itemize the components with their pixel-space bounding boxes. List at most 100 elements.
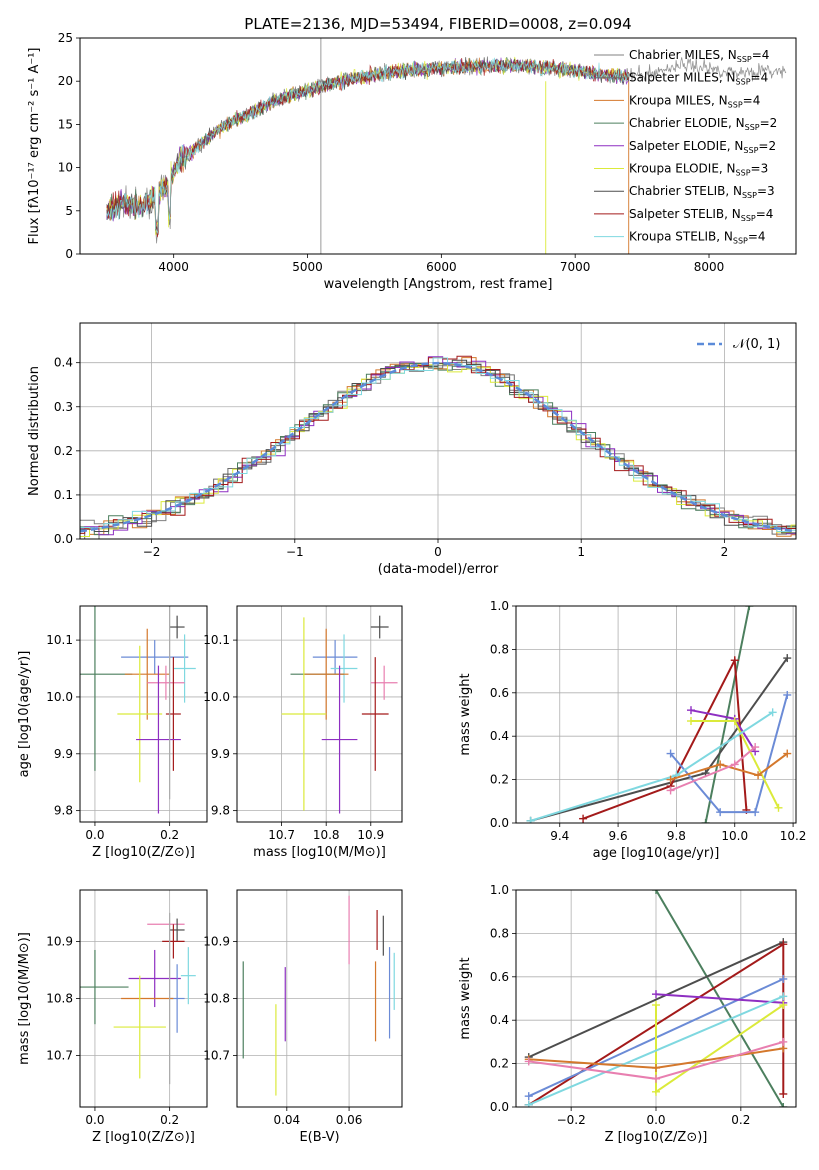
plot-frame — [79, 889, 208, 1108]
x-tick-label: 7000 — [560, 260, 591, 274]
y-tick-label: 25 — [58, 31, 73, 45]
y-tick-label: 15 — [58, 117, 73, 131]
y-tick-label: 0.8 — [490, 642, 509, 656]
legend-count: =4 — [752, 48, 770, 62]
y-axis-label: mass weight — [458, 673, 473, 755]
legend-subscript: SSP — [736, 169, 751, 178]
spectrum-line — [106, 56, 630, 236]
x-tick-label: −0.2 — [557, 1113, 586, 1127]
x-tick-label: 0.2 — [731, 1113, 750, 1127]
mass-weight-vs-metallicity-panel: −0.2 0.0 0.2 0.0 0.2 0.4 0.6 0.8 1.0 Z [log10(Z/Z… — [458, 883, 797, 1145]
y-tick-label: 1.0 — [490, 599, 509, 613]
y-tick-label: 0.3 — [54, 400, 73, 414]
legend-count: =3 — [751, 162, 769, 176]
y-tick-label: 1.0 — [490, 883, 509, 897]
x-tick-label: 0.2 — [160, 1113, 179, 1127]
y-tick-label: 9.9 — [211, 747, 230, 761]
legend-count: =3 — [757, 184, 775, 198]
x-tick-label: 4000 — [158, 260, 189, 274]
plot-frame — [236, 605, 403, 823]
x-tick-label: 10.9 — [357, 828, 384, 842]
errorbar-points — [281, 615, 398, 814]
spectrum-panel: 4000 5000 6000 7000 8000 0 5 10 15 20 25 wavelength… — [27, 31, 797, 292]
y-tick-label: 0.4 — [490, 729, 509, 743]
histogram-series — [80, 357, 796, 537]
errorbar-points — [80, 606, 196, 814]
x-tick-label: 0.0 — [646, 1113, 665, 1127]
histogram-series — [80, 357, 796, 532]
y-tick-label: 10.1 — [46, 633, 73, 647]
spectrum-line — [106, 56, 630, 225]
legend-count: =4 — [751, 71, 769, 85]
y-tick-label: 10.0 — [203, 690, 230, 704]
x-tick-label: 9.8 — [667, 829, 686, 843]
x-tick-label: 0.06 — [336, 1113, 363, 1127]
y-tick-label: 0.4 — [490, 1013, 509, 1027]
x-axis-label: Z [log10(Z/Z⊙)] — [92, 845, 195, 860]
spectrum-lines — [106, 38, 787, 254]
y-tick-label: 0.2 — [54, 444, 73, 458]
mass-weight-vs-age-panel: 9.4 9.6 9.8 10.0 10.2 0.0 0.2 0.4 0.6 0.8 1.0 age [… — [458, 599, 806, 861]
spectrum-line — [106, 57, 630, 235]
y-tick-label: 10.0 — [46, 690, 73, 704]
x-axis-label: wavelength [Angstrom, rest frame] — [324, 277, 553, 292]
x-tick-label: 0 — [434, 545, 442, 559]
legend-label: Chabrier MILES, NSSP=4 — [629, 48, 769, 64]
y-tick-label: 0.0 — [54, 532, 73, 546]
x-tick-label: 5000 — [292, 260, 323, 274]
legend-label: Salpeter ELODIE, NSSP=2 — [629, 139, 776, 155]
y-tick-label: 9.9 — [54, 747, 73, 761]
weight-series — [582, 656, 748, 820]
y-tick-label: 0.2 — [490, 1057, 509, 1071]
y-tick-label: 9.8 — [54, 804, 73, 818]
errorbar-points — [80, 912, 196, 1085]
legend-subscript: SSP — [743, 146, 758, 155]
x-tick-label: 0.04 — [273, 1113, 300, 1127]
plot-frame — [515, 605, 797, 824]
y-axis-label: Flux [fλ10⁻¹⁷ erg cm⁻² s⁻¹ A⁻¹] — [27, 48, 42, 245]
weight-lines — [524, 890, 788, 1107]
legend-label: Salpeter STELIB, NSSP=4 — [629, 207, 773, 223]
y-tick-label: 0.8 — [490, 926, 509, 940]
x-axis-label: (data-model)/error — [378, 562, 499, 577]
x-tick-label: −1 — [286, 545, 304, 559]
y-tick-label: 0.0 — [490, 816, 509, 830]
legend-label: Chabrier ELODIE, NSSP=2 — [629, 116, 777, 132]
x-tick-label: 10.0 — [721, 829, 748, 843]
spectrum-line — [106, 57, 630, 235]
legend-subscript: SSP — [742, 191, 757, 200]
plot-frame — [79, 37, 797, 255]
y-tick-label: 0.1 — [54, 488, 73, 502]
x-tick-label: 10.8 — [313, 828, 340, 842]
histogram-series — [80, 359, 796, 539]
y-tick-label: 10.7 — [203, 1049, 230, 1063]
y-tick-label: 10.8 — [46, 992, 73, 1006]
y-tick-label: 0 — [65, 247, 73, 261]
y-tick-label: 0.4 — [54, 356, 73, 370]
legend-count: =4 — [756, 207, 774, 221]
y-axis-label: mass weight — [458, 957, 473, 1039]
y-tick-label: 0.0 — [490, 1100, 509, 1114]
weight-series — [528, 995, 784, 1106]
weight-series — [670, 752, 788, 781]
legend-label: Kroupa STELIB, NSSP=4 — [629, 230, 766, 246]
x-axis-label: age [log10(age/yr)] — [593, 846, 720, 861]
plot-frame — [515, 889, 797, 1108]
figure-title: PLATE=2136, MJD=53494, FIBERID=0008, z=0… — [244, 15, 631, 33]
weight-series — [704, 606, 751, 823]
y-axis-label: age [log10(age/yr)] — [17, 651, 32, 778]
mass-vs-metallicity-panel: 0.0 0.2 10.7 10.8 10.9 Z [log10(Z/Z⊙)] mass [l… — [17, 889, 208, 1145]
y-tick-label: 9.8 — [211, 804, 230, 818]
x-tick-label: 2 — [721, 545, 729, 559]
spectrum-line — [106, 57, 629, 234]
y-tick-label: 0.6 — [490, 970, 509, 984]
legend-label: 𝒩(0, 1) — [733, 337, 780, 352]
weight-series — [655, 993, 784, 1004]
residual-histogram-panel: −2 −1 0 1 2 0.0 0.1 0.2 0.3 0.4 (data-model)/error… — [27, 322, 797, 577]
y-tick-label: 10 — [58, 161, 73, 175]
x-tick-label: 0.0 — [85, 1113, 104, 1127]
y-tick-label: 5 — [65, 204, 73, 218]
x-axis-label: mass [log10(M/M⊙)] — [253, 845, 386, 860]
legend-subscript: SSP — [741, 214, 756, 223]
